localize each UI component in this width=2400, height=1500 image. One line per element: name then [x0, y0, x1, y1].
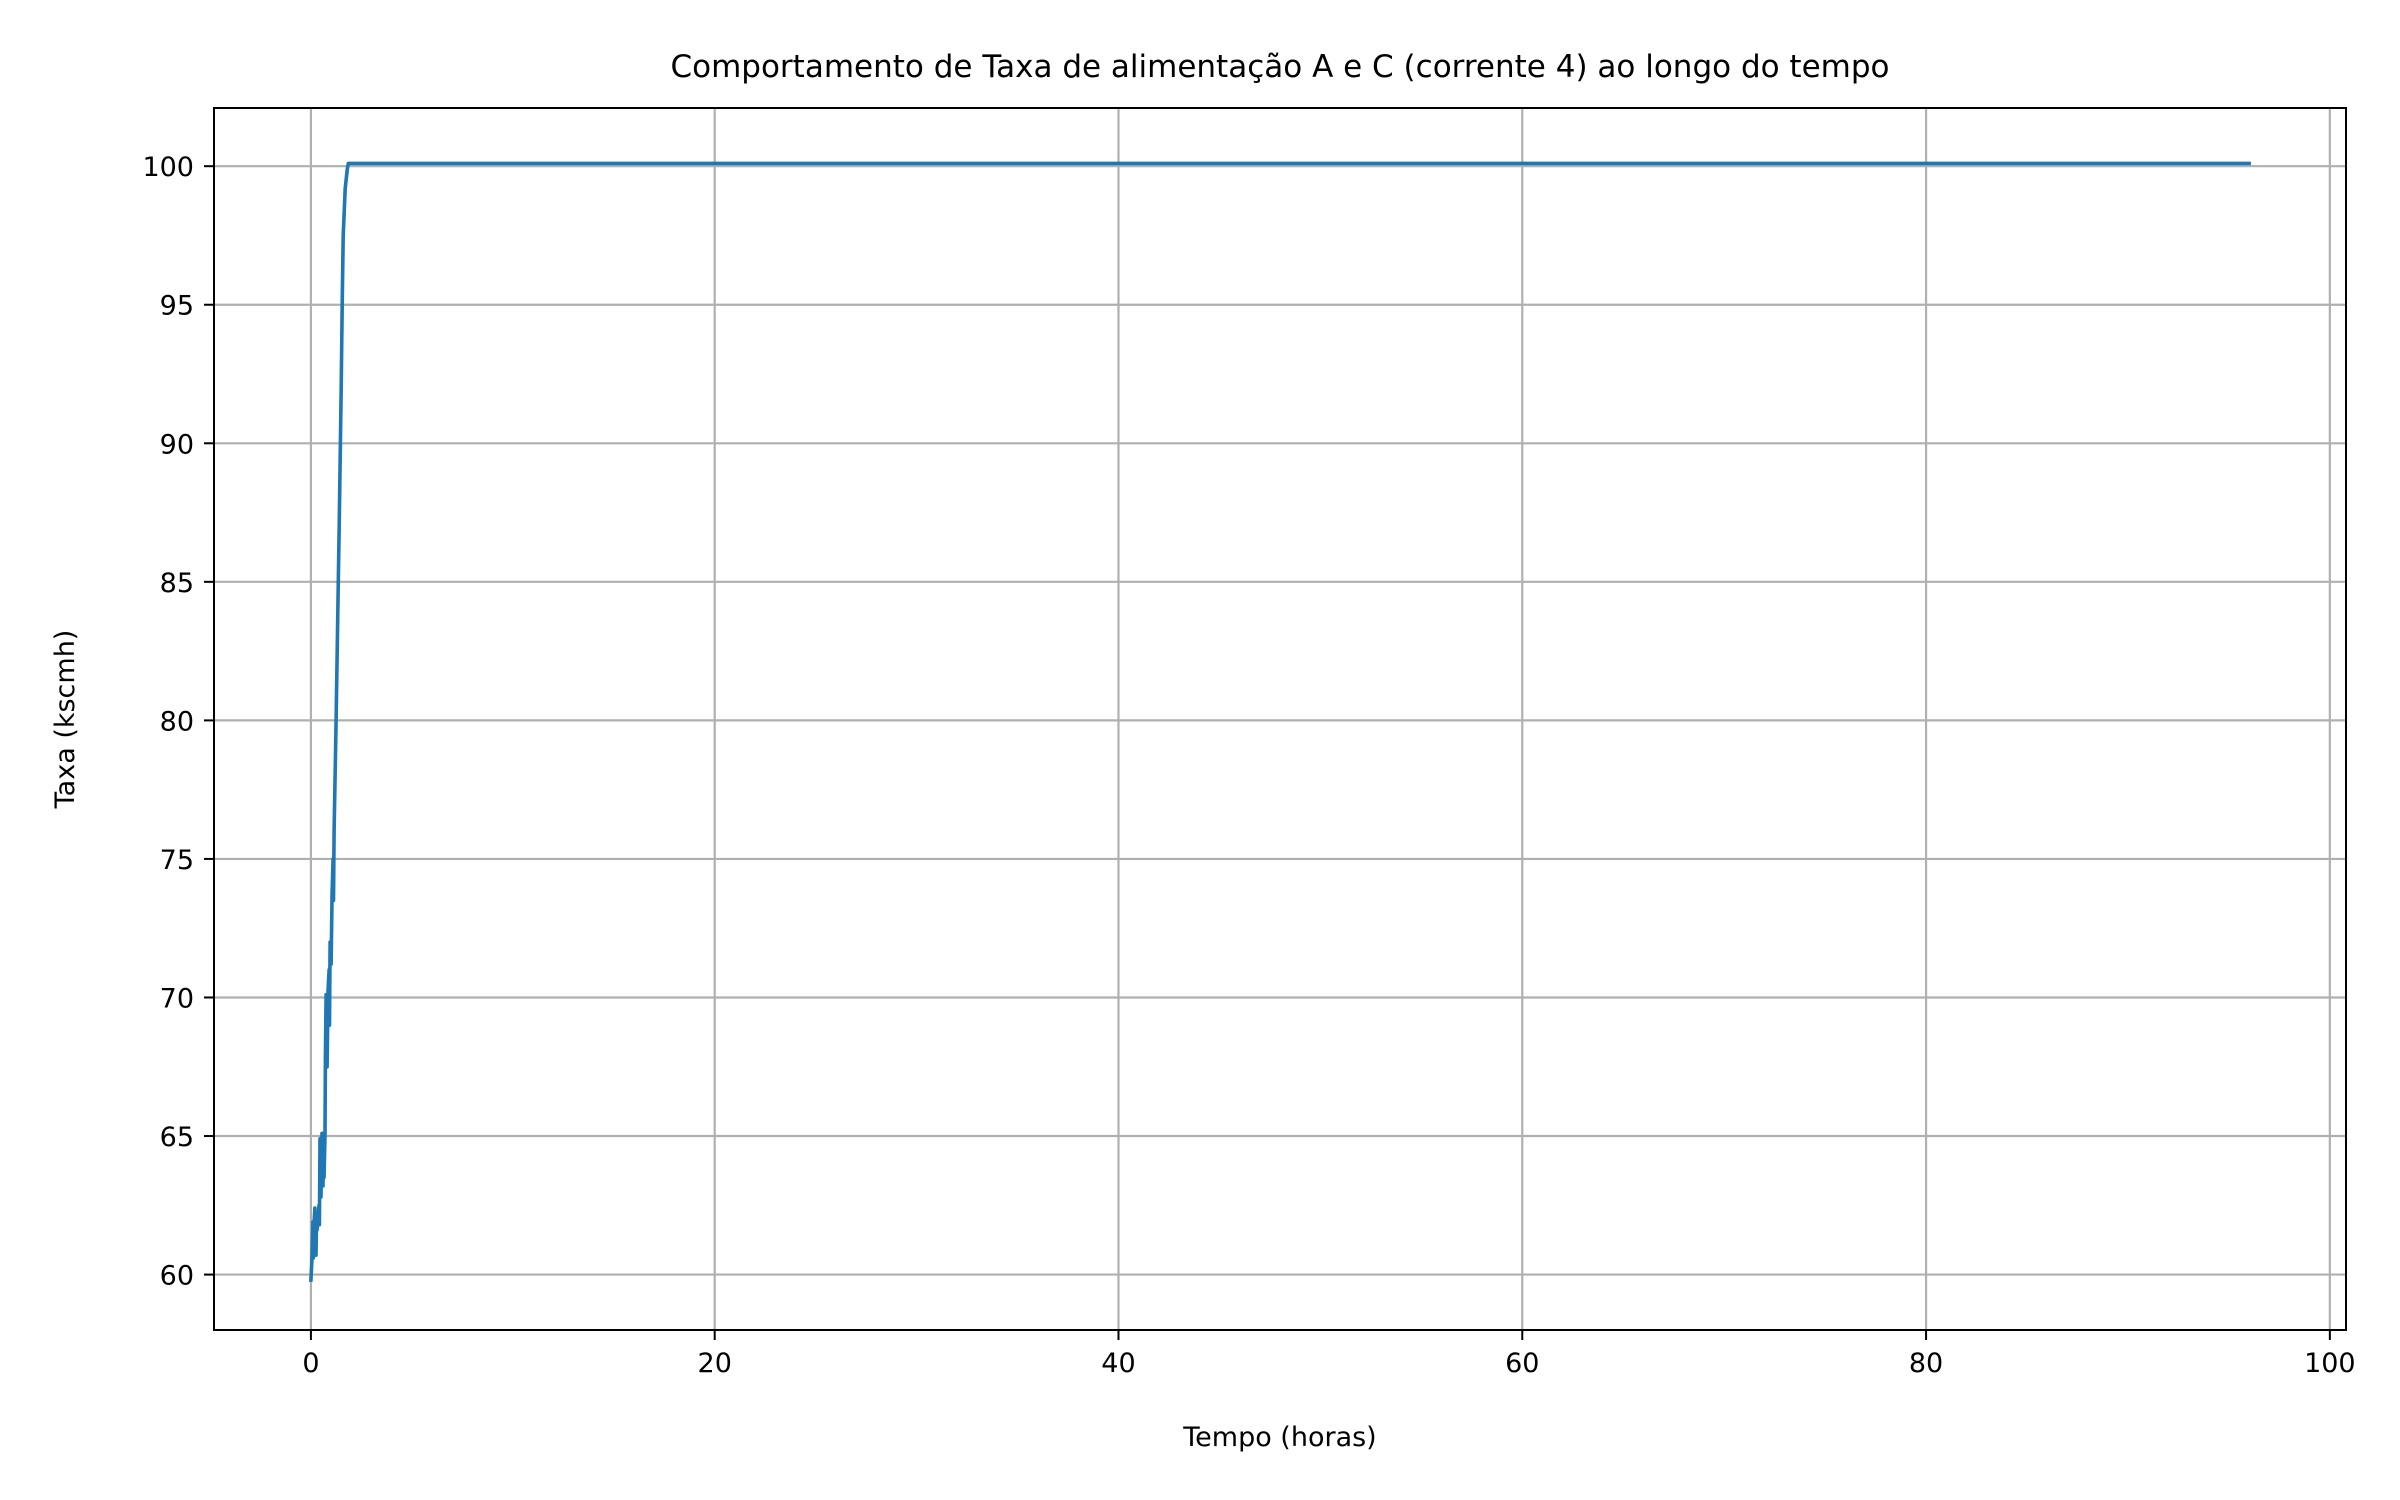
series-line-0 [309, 161, 2251, 1282]
series-group [309, 161, 2251, 1282]
y-tick-label: 75 [160, 845, 194, 876]
x-tick-label: 100 [2304, 1348, 2356, 1379]
y-tick-label: 95 [160, 291, 194, 322]
x-tick-label: 60 [1505, 1348, 1539, 1379]
x-tick-label: 80 [1909, 1348, 1943, 1379]
y-axis-ticks: 60 65 70 75 80 85 90 95 100 [142, 152, 214, 1292]
y-tick-label: 65 [160, 1122, 194, 1153]
x-tick-label: 40 [1101, 1348, 1135, 1379]
y-tick-label: 80 [160, 706, 194, 737]
y-tick-label: 100 [142, 152, 194, 183]
y-tick-label: 70 [160, 983, 194, 1014]
y-tick-label: 60 [160, 1261, 194, 1292]
x-tick-label: 0 [302, 1348, 319, 1379]
x-axis-label: Tempo (horas) [1182, 1422, 1376, 1453]
y-tick-label: 90 [160, 429, 194, 460]
y-tick-label: 85 [160, 568, 194, 599]
grid [214, 108, 2346, 1330]
chart-title: Comportamento de Taxa de alimentação A e… [670, 49, 1889, 85]
plot-frame [213, 107, 2347, 1331]
x-tick-label: 20 [698, 1348, 732, 1379]
x-axis-ticks: 0 20 40 60 80 100 [302, 1330, 2356, 1379]
y-axis-label: Taxa (kscmh) [50, 630, 81, 810]
